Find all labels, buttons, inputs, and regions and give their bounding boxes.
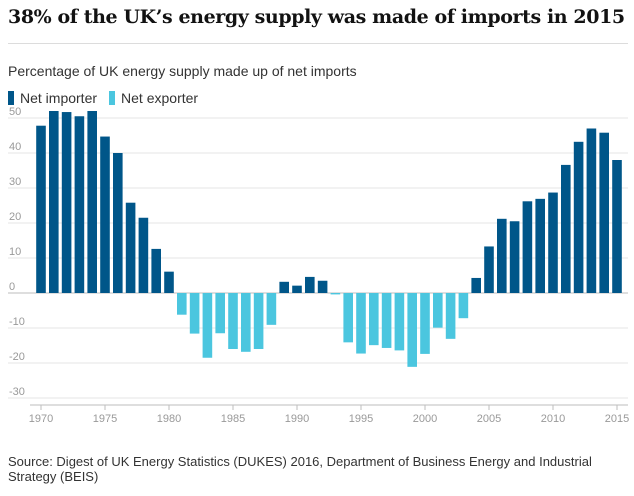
bar-1984	[215, 293, 225, 334]
bar-2007	[509, 221, 520, 293]
bar-1992	[317, 280, 328, 293]
y-tick-label: 10	[9, 246, 21, 258]
bar-1998	[394, 293, 405, 351]
bar-2011	[561, 164, 571, 293]
bar-1979	[151, 248, 161, 293]
bar-1986	[241, 293, 251, 352]
x-tick-label: 1995	[349, 413, 373, 425]
bar-1973	[74, 116, 85, 293]
x-tick-label: 1990	[285, 413, 309, 425]
bar-2010	[548, 192, 558, 293]
bar-1975	[100, 136, 110, 293]
chart-title: 38% of the UK’s energy supply was made o…	[8, 6, 625, 28]
bar-1972	[61, 112, 72, 293]
bar-1991	[305, 276, 315, 293]
bar-1974	[87, 111, 97, 293]
y-tick-label: 20	[9, 211, 21, 223]
legend-label-exporter: Net exporter	[121, 90, 199, 106]
chart-subtitle: Percentage of UK energy supply made up o…	[8, 63, 357, 79]
bar-1989	[279, 281, 289, 293]
source-note: Source: Digest of UK Energy Statistics (…	[8, 454, 592, 484]
y-tick-label: -10	[9, 316, 25, 328]
bar-2015	[612, 160, 622, 293]
x-tick-label: 2015	[605, 413, 629, 425]
title-divider	[8, 43, 628, 44]
x-tick-label: 1975	[93, 413, 117, 425]
legend: Net importer Net exporter	[8, 90, 210, 106]
bar-2006	[497, 218, 507, 293]
x-tick-label: 1970	[29, 413, 53, 425]
bar-1990	[292, 285, 302, 293]
bar-1976	[113, 153, 123, 293]
x-tick-label: 1980	[157, 413, 181, 425]
y-axis: 50 40 30 20 10 0 -10 -20 -30	[9, 106, 25, 398]
bar-1995	[356, 293, 366, 354]
legend-swatch-importer	[8, 91, 14, 105]
bar-1997	[381, 293, 392, 348]
bar-2013	[586, 128, 597, 293]
x-tick-label: 2000	[413, 413, 437, 425]
x-tick-label: 1985	[221, 413, 245, 425]
bar-1981	[177, 293, 187, 315]
y-tick-label: 40	[9, 141, 21, 153]
x-axis: 1970 1975 1980 1985 1990 1995 2000 2005 2010 2015	[29, 404, 629, 425]
x-tick-label: 2005	[477, 413, 501, 425]
x-tick-label: 2010	[541, 413, 565, 425]
bar-1980	[164, 271, 174, 293]
bar-2008	[522, 201, 533, 293]
bar-2001	[433, 293, 443, 328]
bar-1985	[228, 293, 238, 349]
bar-1994	[343, 293, 353, 343]
legend-item-exporter: Net exporter	[109, 90, 198, 106]
bar-2000	[420, 293, 430, 354]
y-tick-label: 0	[9, 281, 15, 293]
y-tick-label: -30	[9, 386, 25, 398]
bar-1978	[138, 217, 149, 293]
legend-item-importer: Net importer	[8, 90, 97, 106]
bar-series	[36, 111, 622, 367]
bar-1993	[330, 293, 341, 295]
bar-2014	[599, 132, 609, 293]
y-tick-label: 50	[9, 106, 21, 118]
bar-1971	[49, 111, 59, 293]
bar-2005	[484, 246, 494, 293]
bar-1977	[125, 202, 136, 293]
bar-1987	[253, 293, 264, 349]
bar-1982	[189, 293, 200, 334]
bar-2009	[535, 198, 545, 293]
bar-2002	[445, 293, 456, 339]
bar-1988	[266, 293, 277, 325]
legend-swatch-exporter	[109, 91, 116, 105]
bar-1970	[36, 125, 46, 293]
legend-label-importer: Net importer	[20, 90, 98, 106]
bar-2003	[458, 293, 469, 319]
bar-2004	[471, 277, 481, 293]
bar-1999	[407, 293, 417, 367]
y-tick-label: -20	[9, 351, 25, 363]
y-tick-label: 30	[9, 176, 21, 188]
bar-1996	[369, 293, 379, 346]
bar-1983	[202, 293, 213, 358]
bar-2012	[573, 141, 584, 293]
